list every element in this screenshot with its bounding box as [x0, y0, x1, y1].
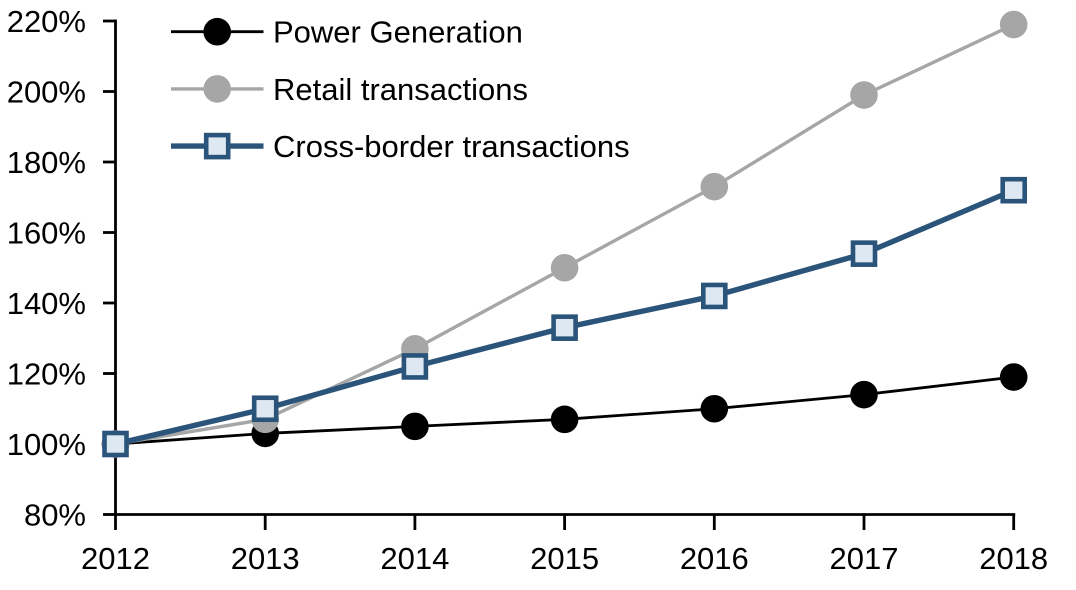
x-tick-label: 2016 — [680, 541, 749, 576]
x-tick-label: 2018 — [979, 541, 1048, 576]
legend-marker-circle-retail-transactions — [203, 75, 231, 103]
data-point-retail-transactions — [850, 81, 878, 109]
y-tick-label: 100% — [7, 427, 86, 462]
data-point-cross-border-transactions — [551, 314, 578, 341]
legend-marker-circle-power-generation — [203, 17, 231, 46]
data-point-cross-border-transactions — [102, 430, 129, 458]
data-point-power-generation — [850, 380, 878, 409]
x-tick-label: 2014 — [380, 541, 449, 576]
legend-item-label: Retail transactions — [273, 72, 528, 107]
data-point-power-generation — [999, 363, 1028, 391]
y-tick-label: 80% — [24, 498, 86, 533]
y-tick-label: 180% — [7, 145, 86, 180]
y-tick-label: 200% — [7, 75, 86, 110]
data-point-power-generation — [700, 394, 729, 423]
y-tick-label: 120% — [7, 357, 86, 392]
x-tick-label: 2017 — [830, 541, 899, 576]
data-point-cross-border-transactions — [251, 395, 279, 423]
y-tick-label: 160% — [7, 216, 86, 251]
x-tick-label: 2012 — [81, 541, 150, 576]
legend-marker-square-cross-border-transactions — [203, 132, 231, 160]
data-point-cross-border-transactions — [1000, 176, 1028, 204]
data-point-retail-transactions — [550, 253, 579, 282]
legend-item-label: Cross-border transactions — [273, 129, 630, 164]
data-point-power-generation — [550, 405, 579, 434]
data-point-power-generation — [401, 412, 429, 441]
data-point-retail-transactions — [700, 172, 729, 201]
y-tick-label: 140% — [7, 286, 86, 321]
data-point-retail-transactions — [999, 10, 1028, 39]
x-tick-label: 2015 — [530, 541, 599, 576]
data-point-cross-border-transactions — [700, 282, 728, 310]
data-point-cross-border-transactions — [401, 353, 429, 380]
x-tick-label: 2013 — [231, 541, 300, 576]
legend-item-label: Power Generation — [273, 15, 523, 50]
data-point-cross-border-transactions — [850, 240, 878, 267]
y-tick-label: 220% — [7, 4, 86, 39]
